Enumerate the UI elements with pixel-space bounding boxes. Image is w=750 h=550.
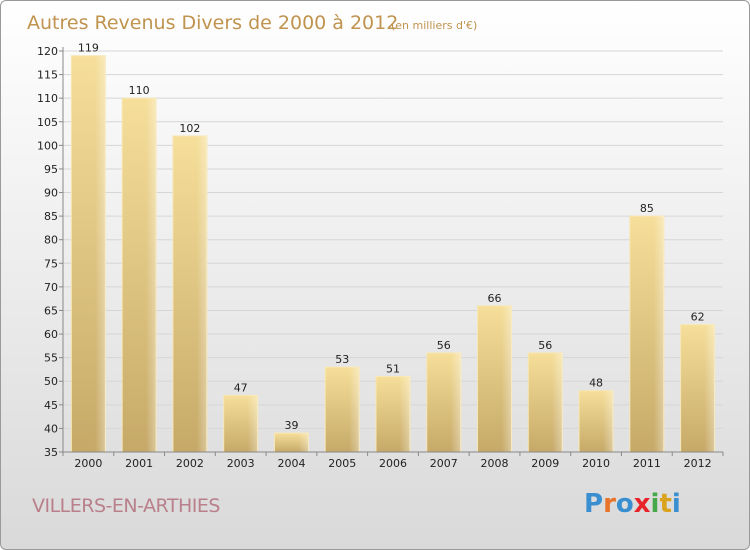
y-tick-label: 100 [37, 139, 58, 152]
logo-letter: o [615, 489, 634, 519]
data-label-2000: 119 [78, 42, 99, 55]
bar-highlight [528, 352, 563, 452]
y-tick-label: 105 [37, 116, 58, 129]
bar-highlight [477, 305, 512, 452]
y-tick-label: 115 [37, 69, 58, 82]
y-tick-label: 45 [44, 399, 58, 412]
x-tick-label-2004: 2004 [277, 457, 305, 470]
proxiti-logo: Proxiti [584, 489, 681, 519]
data-label-2005: 53 [335, 353, 349, 366]
logo-letter: i [650, 489, 660, 519]
x-tick-label-2003: 2003 [227, 457, 255, 470]
x-tick-label-2006: 2006 [379, 457, 407, 470]
y-tick-label: 40 [44, 422, 58, 435]
data-label-2012: 62 [691, 311, 705, 324]
bar-highlight [579, 390, 614, 452]
y-tick-label: 55 [44, 352, 58, 365]
axis-layer: 35 40 45 50 55 60 65 70 75 80 85 90 95 100 105 110 115 12… [37, 45, 724, 470]
data-label-2002: 102 [179, 122, 200, 135]
x-tick-label-2010: 2010 [582, 457, 610, 470]
logo-letter: t [659, 489, 672, 519]
data-label-2006: 51 [386, 363, 400, 376]
data-label-2004: 39 [284, 419, 298, 432]
x-tick-label-2007: 2007 [430, 457, 458, 470]
x-tick-label-2000: 2000 [74, 457, 102, 470]
x-tick-label-2001: 2001 [125, 457, 153, 470]
y-tick-label: 95 [44, 163, 58, 176]
logo-letter: P [584, 489, 604, 519]
x-tick-label-2012: 2012 [684, 457, 712, 470]
chart-title: Autres Revenus Divers de 2000 à 2012 [27, 12, 398, 34]
data-label-2008: 66 [488, 292, 502, 305]
x-tick-label-2011: 2011 [633, 457, 661, 470]
y-tick-label: 90 [44, 187, 58, 200]
bars-layer: 119 110 102 47 39 53 51 56 66 56 48 85 62 [70, 42, 716, 453]
bar-highlight [172, 135, 207, 452]
data-label-2003: 47 [234, 381, 248, 394]
bar-highlight [274, 433, 309, 452]
y-tick-label: 70 [44, 281, 58, 294]
bar-highlight [71, 55, 106, 452]
data-label-2011: 85 [640, 202, 654, 215]
y-tick-label: 120 [37, 45, 58, 58]
data-label-2007: 56 [437, 339, 451, 352]
y-tick-label: 60 [44, 328, 58, 341]
data-label-2010: 48 [589, 377, 603, 390]
bar-highlight [426, 352, 461, 452]
x-tick-label-2009: 2009 [531, 457, 559, 470]
y-tick-label: 110 [37, 92, 58, 105]
bar-highlight [122, 98, 157, 453]
data-label-2009: 56 [538, 339, 552, 352]
logo-letter: i [671, 489, 681, 519]
logo-letter: r [603, 489, 616, 519]
y-tick-label: 75 [44, 257, 58, 270]
bar-highlight [223, 395, 258, 452]
y-tick-label: 65 [44, 304, 58, 317]
bar-highlight [376, 376, 410, 452]
data-label-2001: 110 [129, 84, 150, 97]
x-tick-label-2002: 2002 [176, 457, 204, 470]
bar-highlight [629, 216, 664, 452]
x-tick-label-2005: 2005 [328, 457, 356, 470]
y-tick-label: 35 [44, 446, 58, 459]
y-tick-label: 50 [44, 375, 58, 388]
bar-highlight [325, 367, 360, 452]
x-tick-label-2008: 2008 [481, 457, 509, 470]
chart-subtitle: (en milliers d'€) [391, 19, 477, 32]
y-tick-label: 85 [44, 210, 58, 223]
bar-highlight [680, 324, 715, 452]
y-tick-label: 80 [44, 234, 58, 247]
commune-name: VILLERS-EN-ARTHIES [32, 495, 220, 517]
logo-letter: x [633, 489, 651, 519]
